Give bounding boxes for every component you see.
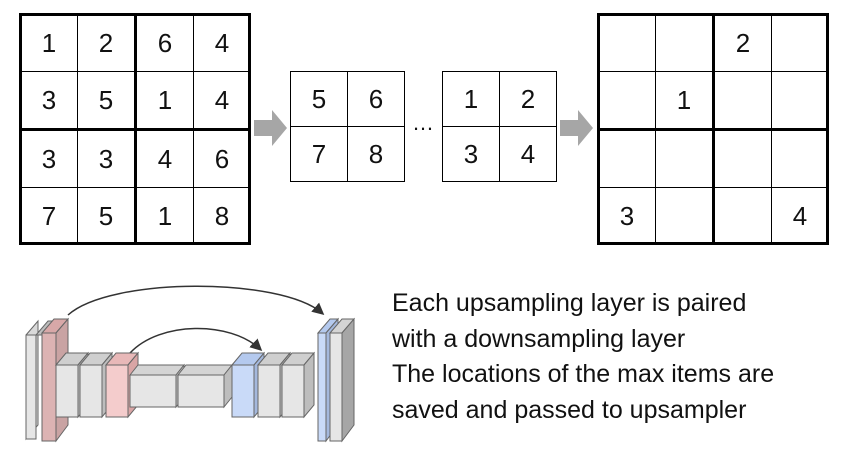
grid-cell bbox=[598, 14, 656, 72]
grid-cell bbox=[655, 187, 714, 245]
grid-cell: 2 bbox=[77, 14, 136, 72]
grid-cell: 4 bbox=[193, 14, 251, 72]
grid-cell bbox=[771, 71, 829, 130]
grid-cell: 4 bbox=[134, 128, 194, 188]
caption-line: with a downsampling layer bbox=[392, 324, 686, 353]
caption-line: The locations of the max items are bbox=[392, 360, 775, 388]
grid-cell: 6 bbox=[347, 71, 405, 127]
ellipsis: … bbox=[412, 110, 434, 135]
grid-cell: 1 bbox=[442, 71, 500, 127]
grid-cell: 4 bbox=[193, 71, 251, 130]
pooled-grid-a: 5 6 7 8 bbox=[290, 71, 405, 182]
caption-line: saved and passed to upsampler bbox=[392, 395, 747, 424]
grid-cell: 1 bbox=[20, 14, 78, 72]
grid-cell bbox=[712, 71, 772, 130]
grid-cell: 3 bbox=[442, 126, 500, 182]
grid-cell bbox=[655, 14, 714, 72]
skip-connection-outer bbox=[67, 285, 325, 316]
bottleneck-block bbox=[128, 363, 186, 409]
grid-cell bbox=[712, 128, 772, 188]
grid-cell: 3 bbox=[20, 71, 78, 130]
grid-cell: 3 bbox=[77, 128, 136, 188]
caption-line: Each upsampling layer is paired bbox=[392, 289, 747, 317]
grid-cell bbox=[598, 71, 656, 130]
grid-cell: 1 bbox=[655, 71, 714, 130]
grid-cell: 4 bbox=[771, 187, 829, 245]
grid-cell: 6 bbox=[193, 128, 251, 188]
pooled-grid-b: 1 2 3 4 bbox=[442, 71, 557, 182]
grid-cell: 2 bbox=[712, 14, 772, 72]
grid-cell bbox=[655, 128, 714, 188]
grid-cell: 5 bbox=[77, 187, 136, 245]
grid-cell bbox=[771, 14, 829, 72]
grid-cell: 6 bbox=[134, 14, 194, 72]
skip-connection-inner bbox=[129, 327, 263, 354]
caption: Each upsampling layer is paired with a d… bbox=[392, 286, 842, 428]
grid-cell: 5 bbox=[77, 71, 136, 130]
grid-cell: 2 bbox=[499, 71, 557, 127]
grid-cell: 1 bbox=[134, 187, 194, 245]
grid-cell: 5 bbox=[290, 71, 348, 127]
grid-cell: 3 bbox=[20, 128, 78, 188]
grid-cell: 7 bbox=[290, 126, 348, 182]
grid-cell bbox=[598, 128, 656, 188]
grid-cell: 1 bbox=[134, 71, 194, 130]
grid-cell: 8 bbox=[193, 187, 251, 245]
right-arrow-icon bbox=[254, 110, 287, 146]
grid-cell: 8 bbox=[347, 126, 405, 182]
encoder-decoder-diagram bbox=[25, 285, 356, 443]
decoder-block bbox=[280, 351, 316, 419]
decoder-block bbox=[328, 317, 356, 443]
grid-cell bbox=[712, 187, 772, 245]
input-grid: 1 2 6 4 3 5 1 4 3 3 4 6 7 5 1 8 bbox=[20, 14, 251, 245]
grid-cell: 4 bbox=[499, 126, 557, 182]
encoder-block bbox=[25, 319, 56, 441]
grid-cell: 3 bbox=[598, 187, 656, 245]
grid-cell: 7 bbox=[20, 187, 78, 245]
grid-cell bbox=[771, 128, 829, 188]
output-grid: 2 1 3 4 bbox=[598, 14, 829, 245]
right-arrow-icon bbox=[560, 110, 593, 146]
bottleneck-block bbox=[176, 363, 234, 409]
